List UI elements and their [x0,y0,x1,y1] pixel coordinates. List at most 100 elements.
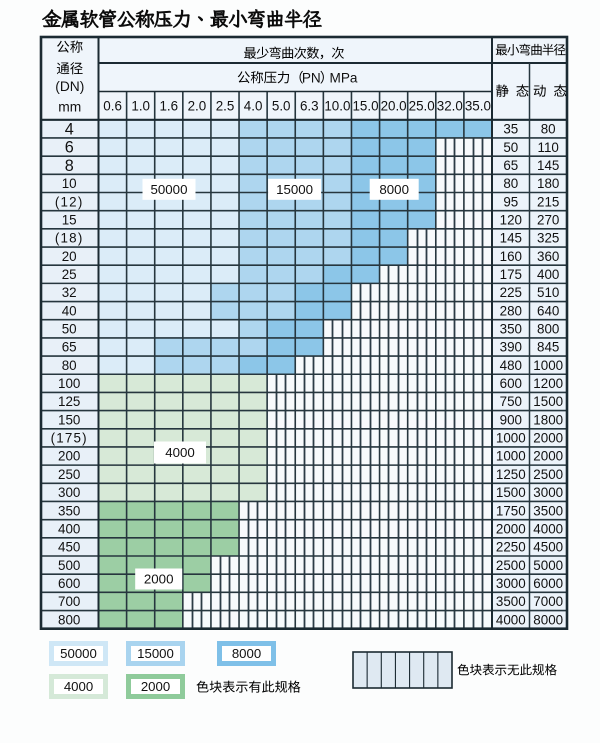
svg-text:2000: 2000 [496,521,526,536]
svg-text:2000: 2000 [144,572,174,587]
svg-text:35: 35 [503,122,518,137]
svg-text:mm: mm [58,100,81,115]
svg-text:510: 510 [537,285,559,300]
svg-text:6: 6 [65,139,74,157]
svg-text:8000: 8000 [533,612,563,627]
svg-text:50: 50 [503,140,518,155]
svg-text:95: 95 [503,194,518,209]
svg-text:2500: 2500 [533,467,563,482]
svg-text:4000: 4000 [64,679,93,694]
svg-text:125: 125 [58,394,80,409]
svg-text:PN: PN [302,70,321,85]
svg-text:1500: 1500 [533,394,563,409]
svg-text:4000: 4000 [496,612,526,627]
svg-text:360: 360 [537,249,559,264]
svg-text:65: 65 [503,158,518,173]
svg-text:(DN): (DN) [55,79,84,94]
svg-text:180: 180 [537,176,559,191]
svg-text:1800: 1800 [533,412,563,427]
svg-text:8000: 8000 [379,182,409,197]
svg-text:400: 400 [58,521,80,536]
svg-text:10.0: 10.0 [324,99,350,114]
svg-text:350: 350 [500,322,522,337]
svg-text:(175): (175) [51,431,88,446]
svg-text:270: 270 [537,213,559,228]
svg-text:1.6: 1.6 [159,99,178,114]
svg-text:600: 600 [500,376,522,391]
svg-text:2000: 2000 [533,431,563,446]
svg-text:325: 325 [537,231,559,246]
svg-text:2000: 2000 [533,449,563,464]
svg-text:750: 750 [500,394,522,409]
svg-text:50000: 50000 [60,646,97,661]
svg-text:1500: 1500 [496,485,526,500]
svg-text:80: 80 [62,358,77,373]
svg-text:845: 845 [537,340,559,355]
svg-text:800: 800 [58,612,80,627]
svg-text:3000: 3000 [533,485,563,500]
svg-text:800: 800 [537,322,559,337]
svg-text:1000: 1000 [496,431,526,446]
svg-text:480: 480 [500,358,522,373]
svg-text:120: 120 [500,213,522,228]
svg-text:1000: 1000 [496,449,526,464]
svg-text:450: 450 [58,540,80,555]
svg-text:225: 225 [500,285,522,300]
svg-text:20: 20 [62,249,77,264]
svg-text:2250: 2250 [496,540,526,555]
svg-text:15000: 15000 [276,182,313,197]
svg-text:6000: 6000 [533,576,563,591]
svg-text:145: 145 [537,158,559,173]
svg-text:80: 80 [541,122,556,137]
svg-text:8000: 8000 [232,646,261,661]
svg-text:7000: 7000 [533,594,563,609]
svg-text:0.6: 0.6 [103,99,122,114]
svg-text:40: 40 [62,303,77,318]
svg-text:145: 145 [500,231,522,246]
svg-text:25.0: 25.0 [409,99,435,114]
svg-text:4000: 4000 [165,445,195,460]
svg-text:80: 80 [503,176,518,191]
svg-text:15.0: 15.0 [352,99,378,114]
svg-text:5.0: 5.0 [272,99,291,114]
svg-text:280: 280 [500,303,522,318]
svg-text:35.0: 35.0 [465,99,491,114]
svg-text:110: 110 [538,140,559,155]
svg-text:4000: 4000 [533,521,563,536]
svg-text:1000: 1000 [533,358,563,373]
svg-text:300: 300 [58,485,80,500]
svg-text:390: 390 [500,340,522,355]
svg-text:5000: 5000 [533,558,563,573]
svg-text:15: 15 [62,213,77,228]
svg-text:4500: 4500 [533,540,563,555]
svg-text:2000: 2000 [141,679,170,694]
svg-text:200: 200 [58,449,80,464]
svg-text:6.3: 6.3 [300,99,319,114]
svg-text:50000: 50000 [151,182,188,197]
svg-text:15000: 15000 [137,646,174,661]
svg-text:1750: 1750 [496,503,526,518]
svg-text:32: 32 [62,285,77,300]
svg-text:8: 8 [65,157,74,175]
svg-text:150: 150 [58,412,80,427]
svg-text:100: 100 [58,376,80,391]
svg-text:900: 900 [500,412,522,427]
svg-text:1250: 1250 [496,467,526,482]
svg-text:1.0: 1.0 [131,99,150,114]
svg-text:2.0: 2.0 [188,99,207,114]
svg-text:215: 215 [537,194,559,209]
svg-text:350: 350 [58,503,80,518]
svg-text:20.0: 20.0 [381,99,407,114]
svg-text:MPa: MPa [330,70,358,85]
svg-text:1200: 1200 [533,376,563,391]
svg-text:(12): (12) [55,194,84,209]
svg-text:65: 65 [62,340,77,355]
svg-text:3500: 3500 [533,503,563,518]
svg-text:10: 10 [62,176,77,191]
svg-text:160: 160 [500,249,522,264]
svg-text:700: 700 [58,594,80,609]
svg-text:175: 175 [500,267,522,282]
svg-text:500: 500 [58,558,80,573]
svg-text:4: 4 [65,121,74,139]
svg-text:400: 400 [537,267,559,282]
